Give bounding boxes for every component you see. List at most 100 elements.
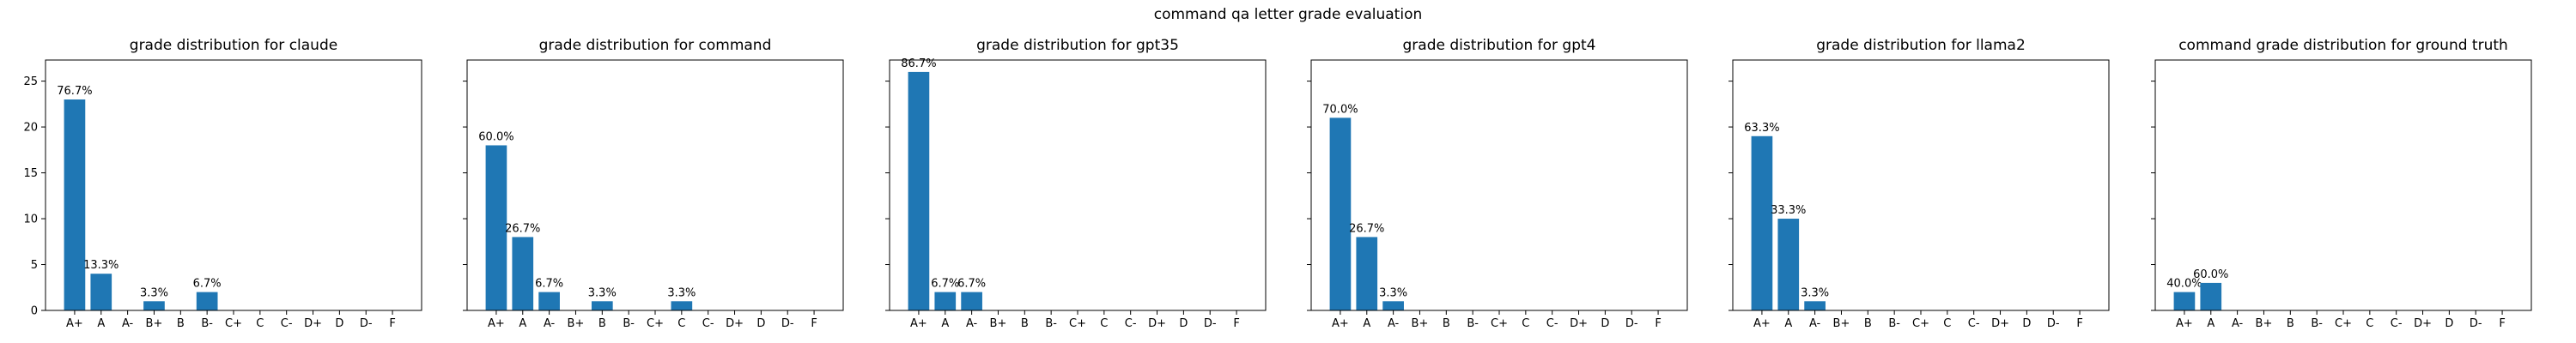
- data-label: 3.3%: [140, 286, 168, 299]
- chart-title: grade distribution for command: [539, 37, 772, 54]
- x-tick-label: F: [2076, 317, 2082, 330]
- x-tick-label: D+: [1148, 317, 1166, 330]
- data-label: 70.0%: [1322, 103, 1358, 116]
- data-label: 6.7%: [957, 278, 986, 291]
- data-label: 26.7%: [1349, 222, 1384, 235]
- x-tick-label: C+: [1491, 317, 1508, 330]
- x-tick-label: A-: [1388, 317, 1400, 330]
- plot-frame: [889, 59, 1267, 311]
- x-tick-label: B+: [146, 317, 163, 330]
- x-tick-label: B+: [2256, 317, 2273, 330]
- bar-A-: [1804, 301, 1826, 310]
- x-tick-label: A+: [66, 317, 83, 330]
- chart-title: grade distribution for gpt4: [1403, 37, 1596, 54]
- x-tick-label: D: [756, 317, 765, 330]
- x-tick-label: C-: [1125, 317, 1137, 330]
- data-label: 13.3%: [83, 259, 118, 272]
- bar-B: [591, 301, 613, 310]
- chart-title: grade distribution for llama2: [1816, 37, 2026, 54]
- data-label: 60.0%: [478, 130, 513, 143]
- bar-B+: [143, 301, 165, 310]
- x-tick-label: B: [1443, 317, 1450, 330]
- data-label: 3.3%: [1379, 286, 1407, 299]
- bar-A: [934, 292, 957, 310]
- x-tick-label: C-: [2391, 317, 2403, 330]
- x-tick-label: C+: [1069, 317, 1086, 330]
- x-tick-label: C-: [1546, 317, 1558, 330]
- x-tick-label: B: [1864, 317, 1872, 330]
- y-tick-label: 20: [23, 122, 38, 135]
- chart-title: command grade distribution for ground tr…: [2178, 37, 2508, 54]
- x-tick-label: D-: [360, 317, 373, 330]
- x-tick-label: A-: [544, 317, 556, 330]
- x-tick-label: B-: [1888, 317, 1900, 330]
- x-tick-label: A: [941, 317, 949, 330]
- y-tick-label: 0: [31, 305, 38, 318]
- x-tick-label: C: [677, 317, 685, 330]
- plot-frame: [45, 59, 422, 311]
- x-tick-label: C: [1100, 317, 1108, 330]
- bar-A+: [485, 145, 507, 310]
- data-label: 6.7%: [193, 278, 222, 291]
- x-tick-label: D-: [2047, 317, 2060, 330]
- data-label: 76.7%: [57, 85, 92, 98]
- bar-A-: [1382, 301, 1404, 310]
- x-tick-label: F: [389, 317, 395, 330]
- chart-panel-3: grade distribution for gpt4 70.0% 26.7% 3.3…: [1307, 37, 1688, 330]
- bar-A+: [1329, 117, 1352, 310]
- x-tick-label: B-: [201, 317, 213, 330]
- chart-panel-4: grade distribution for llama2 63.3% 33.3% 3…: [1728, 37, 2110, 330]
- x-tick-label: A-: [2232, 317, 2244, 330]
- x-tick-label: D-: [1204, 317, 1217, 330]
- x-tick-label: F: [1233, 317, 1239, 330]
- data-label: 26.7%: [505, 222, 540, 235]
- x-tick-label: C+: [1912, 317, 1929, 330]
- x-tick-label: B-: [1467, 317, 1479, 330]
- x-tick-label: B+: [1412, 317, 1429, 330]
- x-tick-label: C+: [225, 317, 242, 330]
- x-tick-label: F: [2499, 317, 2505, 330]
- x-tick-label: D+: [1991, 317, 2009, 330]
- data-label: 63.3%: [1744, 122, 1779, 135]
- x-tick-label: B+: [990, 317, 1007, 330]
- x-tick-label: D: [335, 317, 343, 330]
- x-tick-label: C-: [702, 317, 714, 330]
- y-tick-label: 10: [23, 214, 38, 226]
- chart-title: grade distribution for gpt35: [976, 37, 1179, 54]
- x-tick-label: B: [2287, 317, 2294, 330]
- bar-A: [2200, 282, 2222, 310]
- x-tick-label: B: [1021, 317, 1029, 330]
- bar-A-: [538, 292, 560, 310]
- x-tick-label: C: [1943, 317, 1951, 330]
- x-tick-label: B: [177, 317, 185, 330]
- x-tick-label: D+: [2414, 317, 2432, 330]
- x-tick-label: A+: [488, 317, 505, 330]
- y-tick-label: 5: [31, 259, 38, 272]
- x-tick-label: B+: [1833, 317, 1850, 330]
- x-tick-label: A: [2207, 317, 2215, 330]
- x-tick-label: C-: [281, 317, 293, 330]
- chart-panel-5: command grade distribution for ground tr…: [2151, 37, 2532, 330]
- data-label: 3.3%: [588, 286, 617, 299]
- bar-B-: [196, 292, 218, 310]
- x-tick-label: C: [1522, 317, 1529, 330]
- x-tick-label: C: [2366, 317, 2373, 330]
- data-label: 6.7%: [931, 278, 959, 291]
- bar-A: [90, 274, 112, 310]
- bar-A+: [2173, 292, 2196, 310]
- x-tick-label: B-: [2311, 317, 2323, 330]
- chart-panel-0: grade distribution for claude 76.7% 13.3% 3…: [23, 37, 422, 330]
- x-tick-label: C-: [1968, 317, 1980, 330]
- x-tick-label: D-: [1625, 317, 1638, 330]
- x-tick-label: C: [256, 317, 264, 330]
- y-tick-label: 25: [23, 75, 38, 88]
- y-tick-label: 15: [23, 167, 38, 180]
- x-tick-label: A+: [910, 317, 927, 330]
- x-tick-label: D-: [2470, 317, 2482, 330]
- x-tick-label: F: [811, 317, 817, 330]
- data-label: 33.3%: [1771, 204, 1806, 217]
- data-label: 3.3%: [667, 286, 696, 299]
- data-label: 3.3%: [1801, 286, 1829, 299]
- x-tick-label: A+: [2176, 317, 2193, 330]
